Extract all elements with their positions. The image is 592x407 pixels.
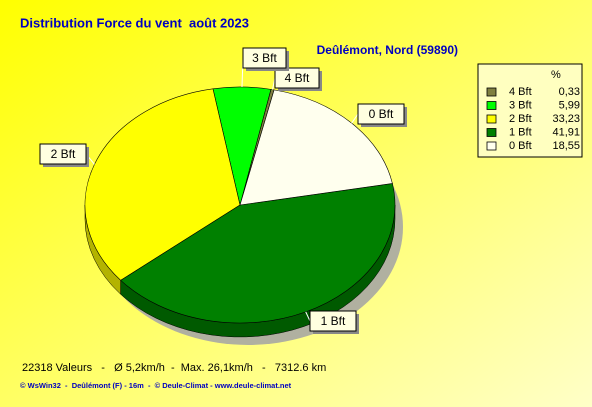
legend-box	[477, 63, 583, 158]
chart-subtitle: Deûlémont, Nord (59890)	[317, 43, 458, 57]
legend-value: 41,91	[552, 126, 580, 138]
legend-label: 3 Bft	[509, 99, 532, 111]
legend-value: 33,23	[552, 113, 580, 125]
callout-label: 0 Bft	[369, 107, 394, 121]
pie: 4 Bft 3 Bft 2 Bft 1 Bft 0 Bft	[39, 47, 407, 345]
legend-value: 5,99	[559, 99, 580, 111]
slice	[120, 183, 396, 324]
legend: 4 Bft 0,33 3 Bft 5,99 2 Bft 33,23 1 Bft 41,91 0 …	[486, 86, 580, 152]
chart-title: Distribution Force du vent août 2023	[20, 15, 249, 30]
legend-swatch	[486, 114, 497, 124]
legend-header: %	[551, 69, 561, 81]
callout-box	[39, 143, 87, 165]
legend-swatch	[486, 101, 497, 110]
legend-value: 0,33	[559, 86, 580, 98]
legend-swatch	[486, 87, 497, 97]
callout-label: 4 Bft	[285, 71, 310, 85]
legend-label: 4 Bft	[509, 86, 532, 98]
footer: 22318 Valeurs - Ø 5,2km/h - Max. 26,1km/…	[22, 362, 326, 374]
legend-swatch	[486, 141, 497, 151]
callout-label: 2 Bft	[51, 147, 76, 161]
callout-label: 3 Bft	[252, 51, 277, 65]
callout-box	[309, 310, 357, 332]
legend-label: 1 Bft	[509, 126, 532, 138]
callout-label: 1 Bft	[321, 314, 346, 328]
legend-label: 2 Bft	[509, 113, 532, 125]
callout-line	[305, 311, 311, 322]
legend-swatch	[486, 128, 497, 137]
slice	[84, 88, 241, 281]
callout-box	[242, 47, 287, 69]
callout-line	[351, 113, 359, 124]
slice	[239, 89, 393, 206]
legend-value: 18,55	[552, 140, 580, 152]
legend-label: 0 Bft	[509, 140, 532, 152]
credit: © WsWin32 - Deûlémont (F) - 16m - © Deul…	[20, 381, 292, 390]
callout-box	[274, 67, 320, 89]
callout-box	[357, 103, 405, 125]
